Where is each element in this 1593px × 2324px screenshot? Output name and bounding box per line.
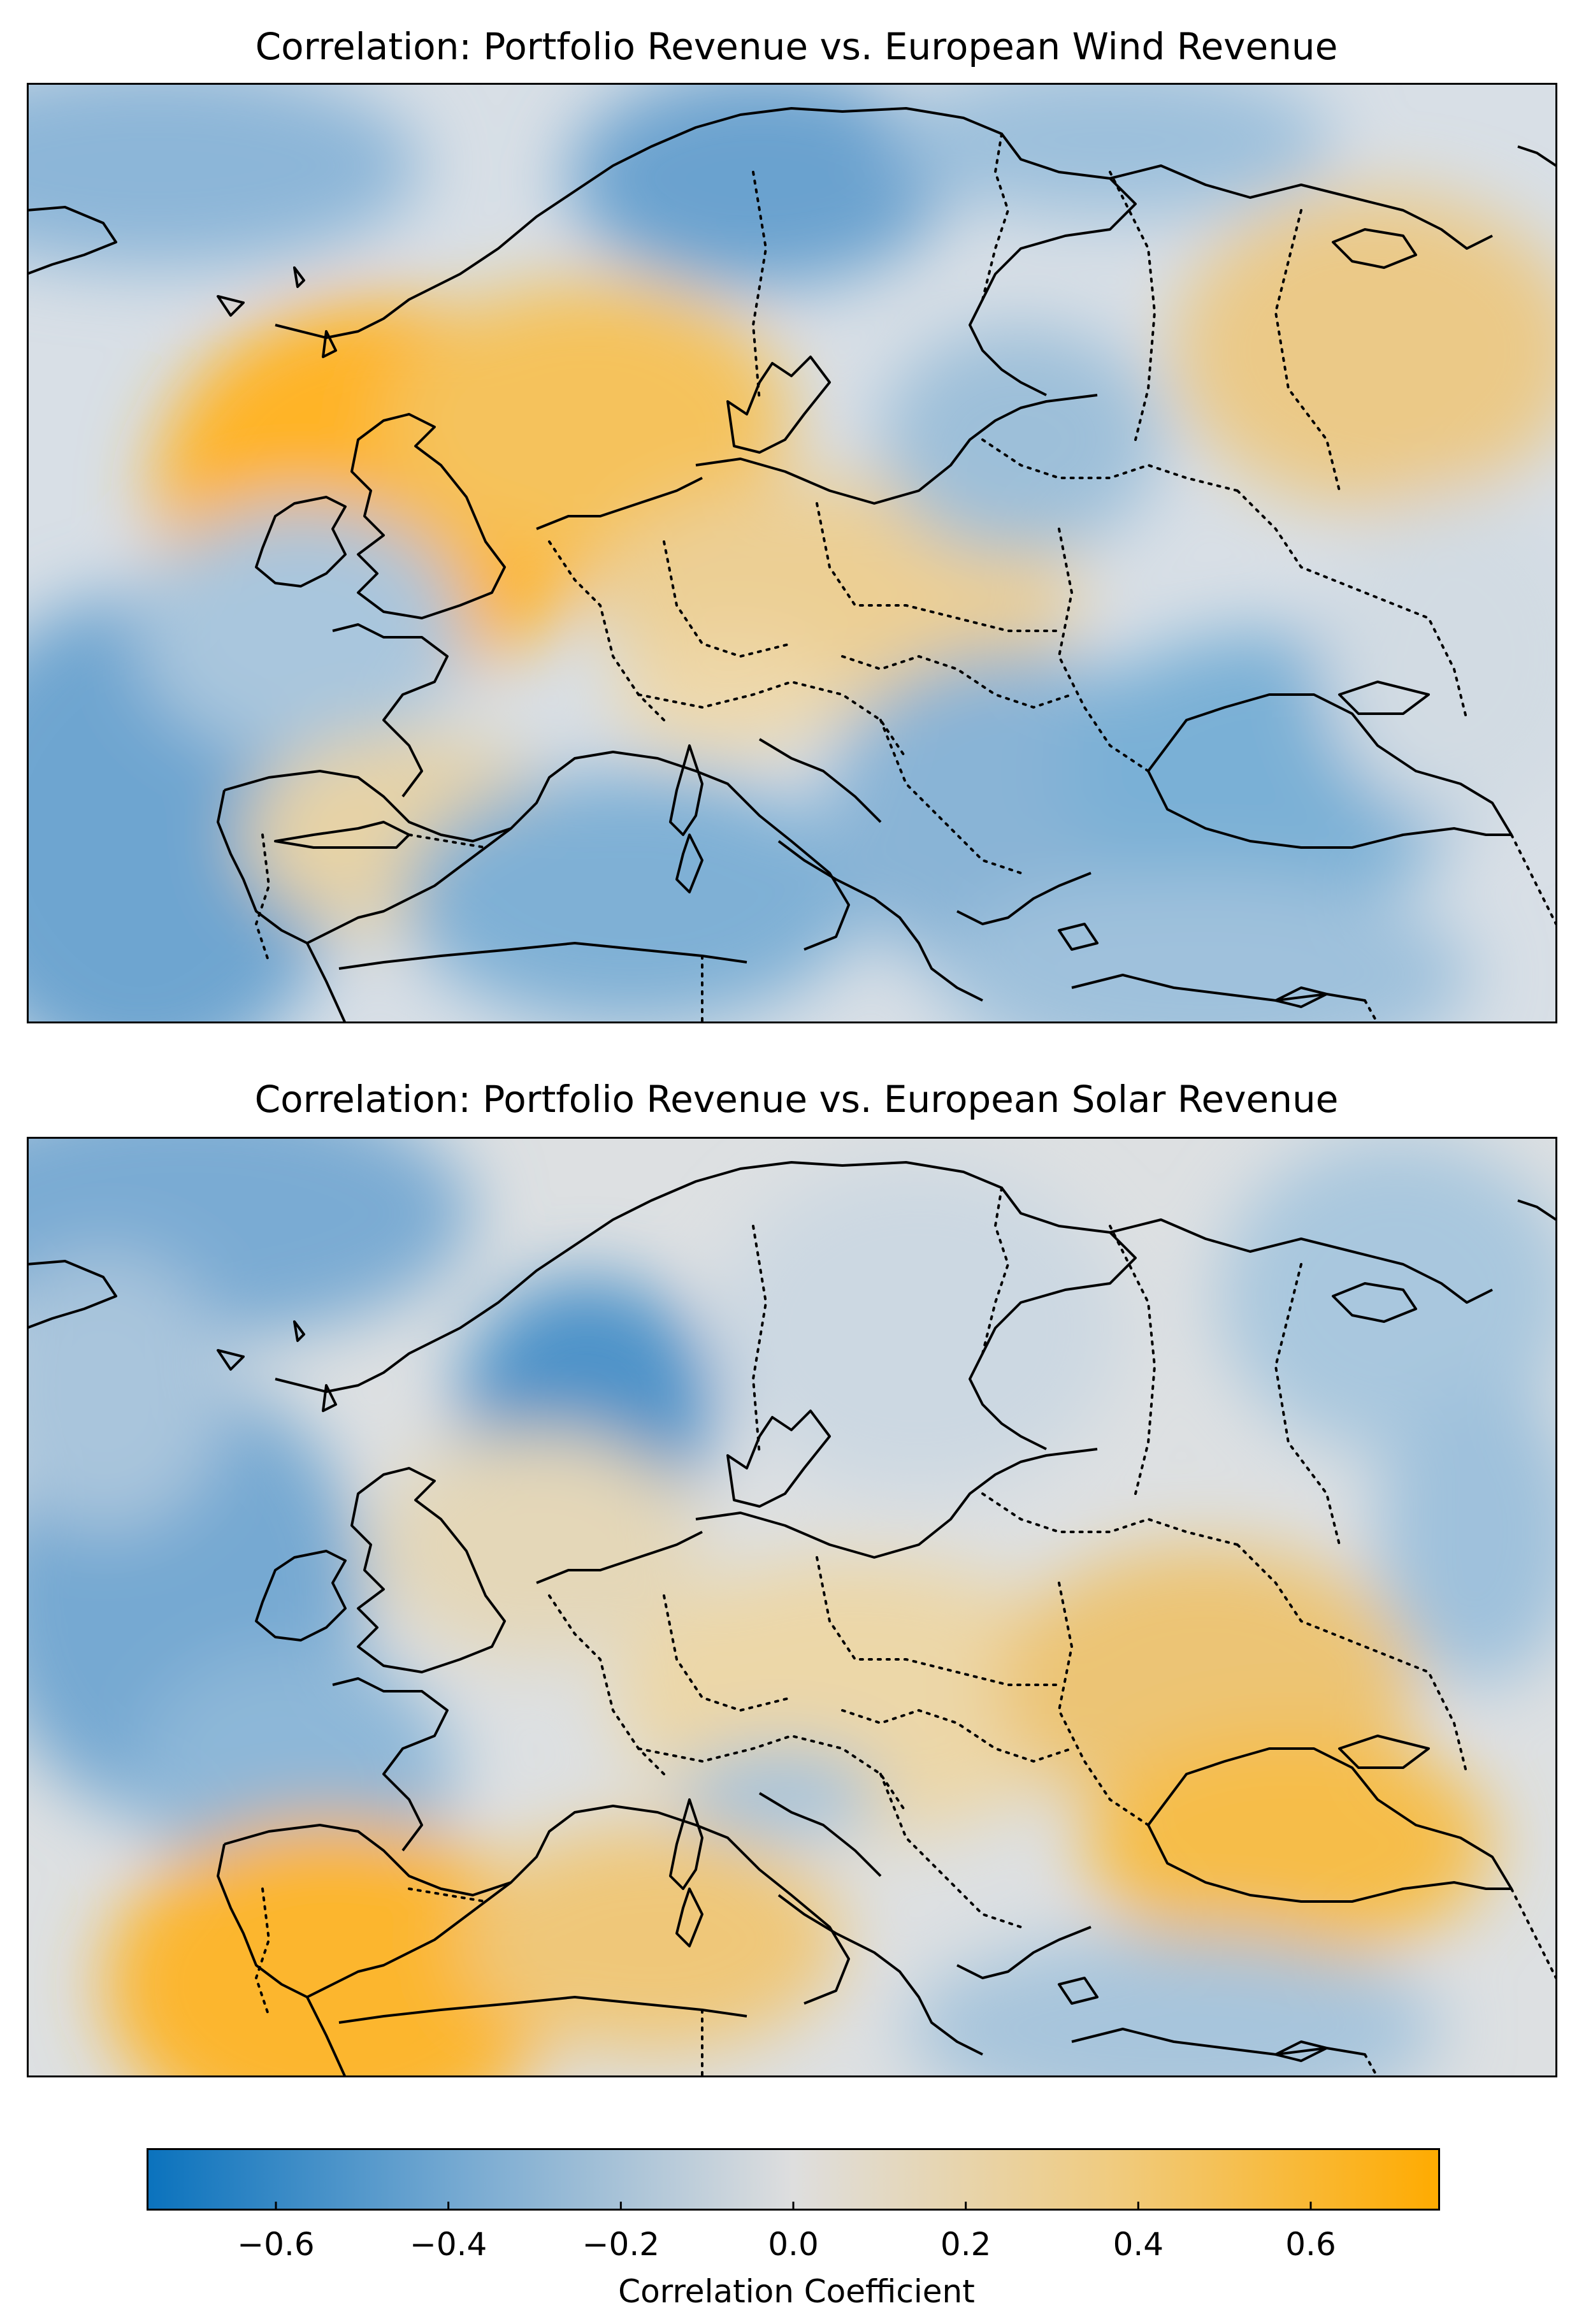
solar-blob-west-med [460,1825,842,2054]
solar-correlation-field [27,1137,1557,2077]
solar-blob-russia-north [1218,1137,1557,1455]
colorbar-label: Correlation Coefficient [618,2273,975,2310]
solar-blob-iberia [103,1819,562,2077]
solar-correlation-map [27,1137,1557,2077]
colorbar-tick-label: 0.0 [768,2226,819,2263]
solar-borders [254,1187,1557,2077]
colorbar-tick-label: 0.2 [940,2226,991,2263]
wind-blob-alps [613,637,842,752]
colorbar-tick-label: 0.6 [1285,2226,1336,2263]
wind-blob-north-atlantic [27,83,422,268]
wind-map-frame [27,83,1557,1023]
colorbar-tick-label: −0.6 [237,2226,315,2263]
wind-map-title: Correlation: Portfolio Revenue vs. Europ… [255,25,1338,68]
wind-borders [254,133,1557,1023]
colorbar [147,2148,1440,2211]
wind-blob-med [403,771,861,1023]
wind-blob-east-med [938,873,1473,1023]
wind-blob-norwegian-sea [568,83,951,287]
wind-blob-biscay [135,503,466,758]
wind-blob-sw-russia [1320,491,1557,822]
wind-correlation-field [27,83,1557,1023]
colorbar-tick-label: 0.4 [1113,2226,1164,2263]
solar-coastlines [27,1161,1557,2077]
solar-blob-black-sea [1085,1729,1492,1959]
solar-map-frame [27,1137,1557,2077]
wind-blob-arctic [887,83,1333,217]
wind-blob-baltic [881,325,1161,554]
wind-blob-north-sea [384,280,791,561]
solar-blob-atlantic [27,1252,231,1532]
solar-blob-scandinavia [715,1162,1123,1494]
colorbar-tick-label: −0.2 [582,2226,660,2263]
wind-coastlines [27,107,1557,1023]
colorbar-tick-label: −0.4 [409,2226,487,2263]
solar-blob-north-sea [371,1430,702,1659]
solar-blob-russia-east [1378,1379,1557,1685]
colorbar-ticks [275,2202,1312,2211]
wind-blob-russia [1174,191,1557,510]
solar-map-title: Correlation: Portfolio Revenue vs. Europ… [254,1078,1339,1121]
wind-correlation-map [27,83,1557,1023]
solar-blob-east-med [906,1933,1441,2077]
colorbar-gradient [147,2148,1440,2211]
solar-blob-alps [677,1749,881,1838]
